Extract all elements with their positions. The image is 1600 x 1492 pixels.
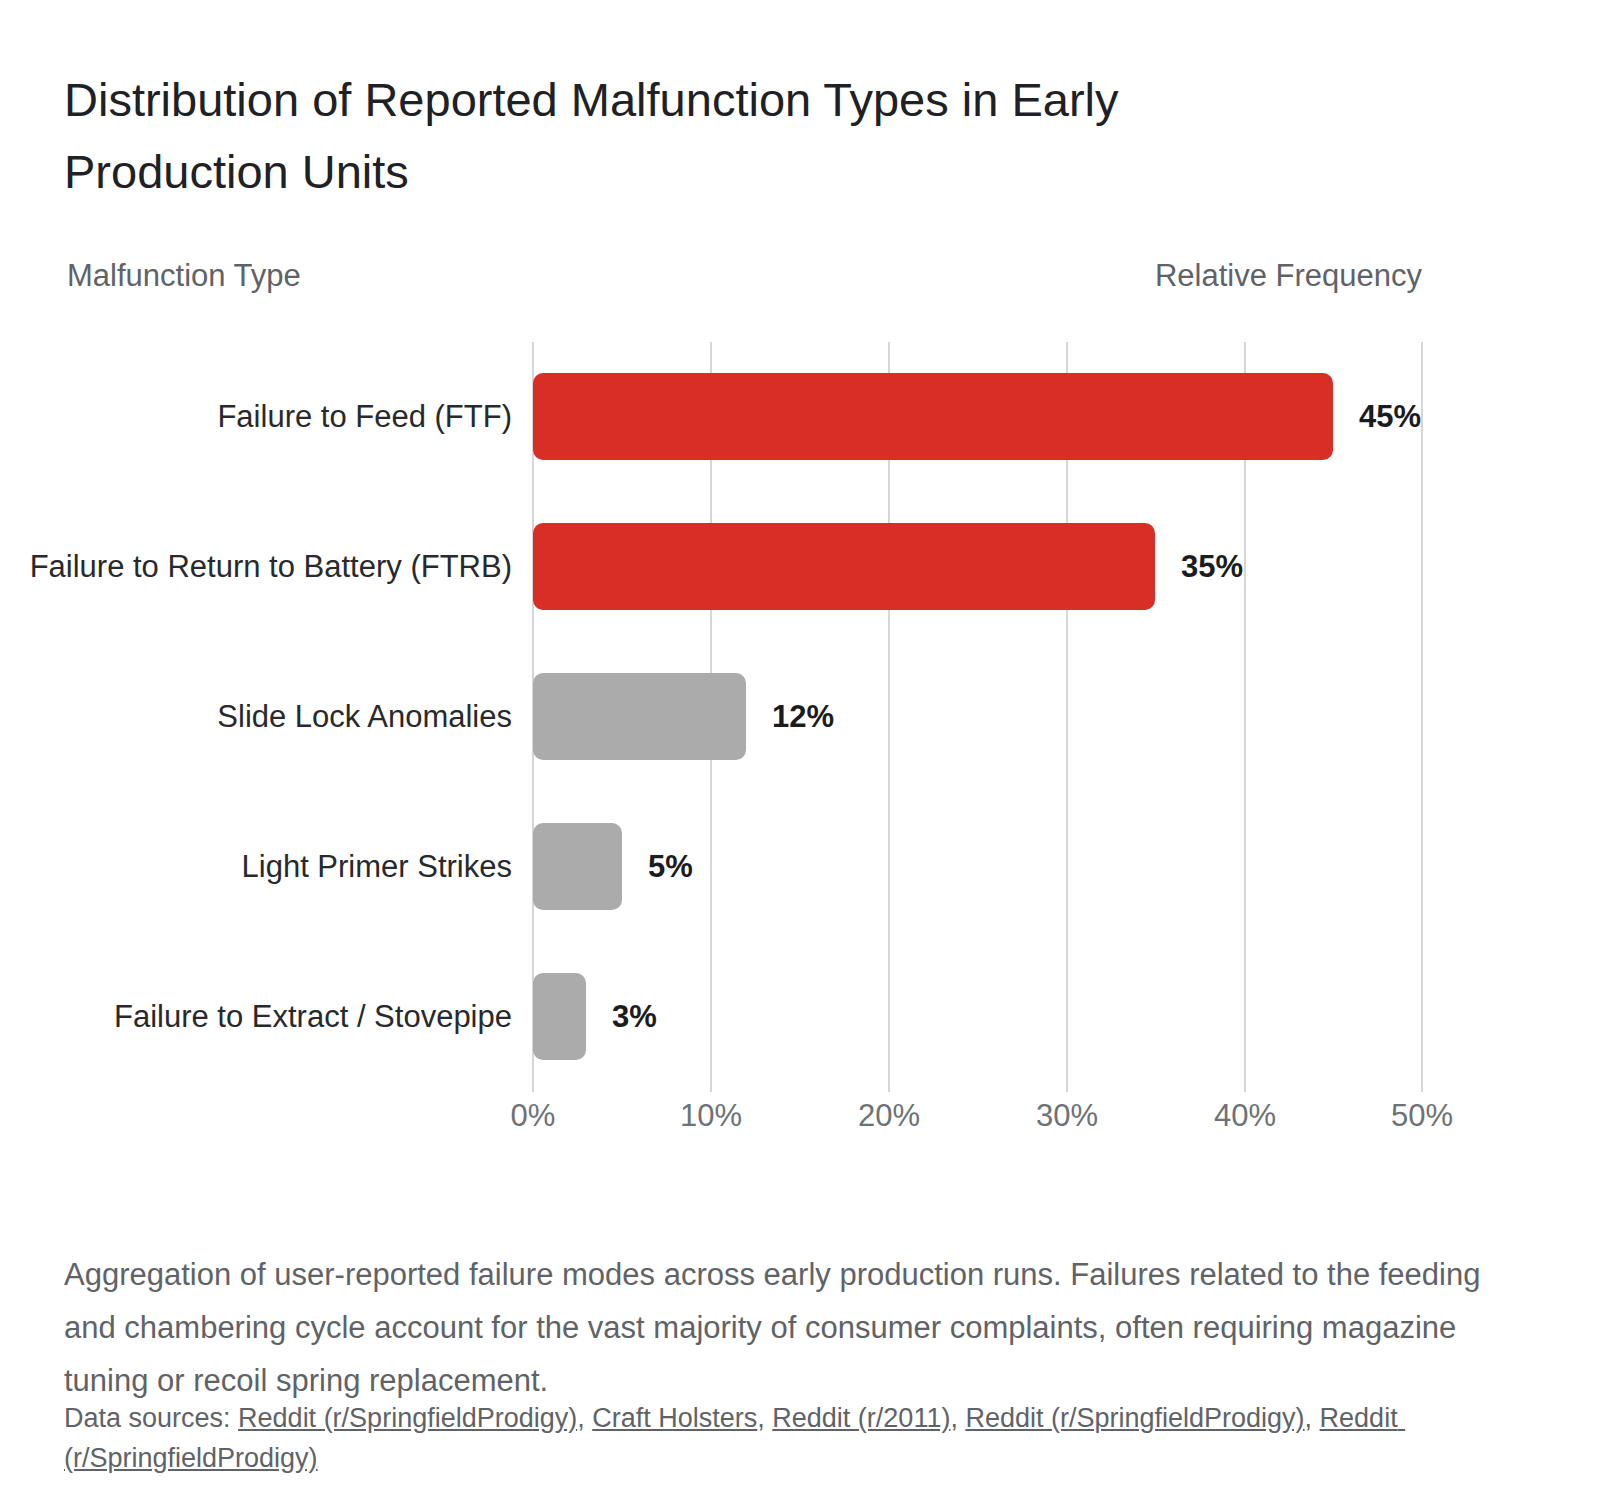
bar-row-light-primer-strikes: 5% [533, 823, 1553, 910]
bar-row-slide-lock-anomalies: 12% [533, 673, 1553, 760]
bar-slide-lock-anomalies[interactable] [533, 673, 746, 760]
x-axis-tick-40pct: 40% [1183, 1098, 1307, 1134]
chart-caption: Aggregation of user-reported failure mod… [64, 1248, 1534, 1407]
bar-light-primer-strikes[interactable] [533, 823, 622, 910]
category-label-failure-to-extract-stovepipe: Failure to Extract / Stovepipe [40, 973, 512, 1060]
x-axis-tick-50pct: 50% [1360, 1098, 1484, 1134]
x-axis-tick-20pct: 20% [827, 1098, 951, 1134]
bar-failure-to-extract-stovepipe[interactable] [533, 973, 586, 1060]
value-label-failure-to-return-to-battery: 35% [1181, 549, 1243, 585]
value-label-failure-to-extract-stovepipe: 3% [612, 999, 657, 1035]
data-sources: Data sources: Reddit (r/SpringfieldProdi… [64, 1398, 1554, 1478]
category-label-slide-lock-anomalies: Slide Lock Anomalies [40, 673, 512, 760]
source-link-3[interactable]: Reddit (r/2011) [772, 1403, 950, 1433]
category-label-failure-to-feed: Failure to Feed (FTF) [40, 373, 512, 460]
bar-row-failure-to-feed: 45% [533, 373, 1553, 460]
bar-chart: Failure to Feed (FTF) Failure to Return … [0, 0, 1600, 1200]
source-separator: , [1305, 1403, 1320, 1433]
source-link-2[interactable]: Craft Holsters [592, 1403, 757, 1433]
source-separator: , [950, 1403, 965, 1433]
bar-failure-to-feed[interactable] [533, 373, 1333, 460]
source-separator: , [577, 1403, 592, 1433]
bar-row-failure-to-return-to-battery: 35% [533, 523, 1553, 610]
source-link-1[interactable]: Reddit (r/SpringfieldProdigy) [238, 1403, 577, 1433]
source-link-4[interactable]: Reddit (r/SpringfieldProdigy) [965, 1403, 1304, 1433]
value-label-slide-lock-anomalies: 12% [772, 699, 834, 735]
bar-failure-to-return-to-battery[interactable] [533, 523, 1155, 610]
data-sources-prefix: Data sources: [64, 1403, 238, 1433]
source-separator: , [757, 1403, 772, 1433]
category-label-light-primer-strikes: Light Primer Strikes [40, 823, 512, 910]
x-axis-tick-10pct: 10% [649, 1098, 773, 1134]
x-axis-tick-30pct: 30% [1005, 1098, 1129, 1134]
value-label-failure-to-feed: 45% [1359, 399, 1421, 435]
chart-card: Distribution of Reported Malfunction Typ… [0, 0, 1600, 1492]
value-label-light-primer-strikes: 5% [648, 849, 693, 885]
bar-row-failure-to-extract-stovepipe: 3% [533, 973, 1553, 1060]
x-axis-tick-0pct: 0% [471, 1098, 595, 1134]
category-label-failure-to-return-to-battery: Failure to Return to Battery (FTRB) [40, 523, 512, 610]
